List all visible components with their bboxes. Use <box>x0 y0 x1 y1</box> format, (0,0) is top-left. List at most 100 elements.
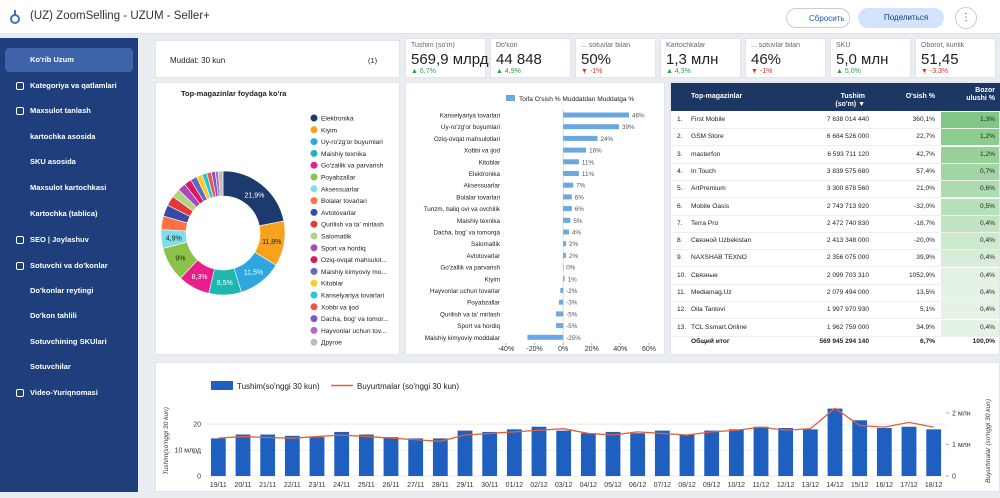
nav-item[interactable]: kartochka asosida <box>30 132 96 141</box>
store-name: ArtPremium <box>691 185 726 193</box>
nav-item[interactable]: SKU asosida <box>30 157 76 166</box>
kpi-card: Oborot, kunlik 51,45 ▼ -3,3% <box>915 38 996 78</box>
nav-item[interactable]: Video-Yuriqnomasi <box>30 388 98 397</box>
revenue: 2 079 494 000 <box>826 289 869 296</box>
bar <box>560 288 564 293</box>
growth: 34,9% <box>916 323 935 331</box>
x-tick-label: 17/12 <box>900 482 918 489</box>
store-name: Terra Pro <box>691 219 719 227</box>
legend-label: Avtotovarlar <box>321 210 357 217</box>
bar <box>556 311 564 317</box>
store-name: Mediamag.Uz <box>691 289 732 296</box>
x-tick-label: 16/12 <box>876 482 894 489</box>
share-cell <box>941 250 999 267</box>
column-header: O'sish % <box>905 93 935 100</box>
kpi-card: Kartochkalar 1,3 млн ▲ 4,3% <box>660 38 741 78</box>
value-label: -5% <box>566 323 578 330</box>
legend-swatch <box>310 185 318 193</box>
table-header-bg <box>671 83 1000 111</box>
bar <box>383 437 399 476</box>
bar <box>558 299 564 305</box>
bar <box>563 171 579 176</box>
legend-swatch <box>310 197 318 205</box>
nav-icon <box>16 107 24 115</box>
bar <box>563 217 571 223</box>
store-name: Связные <box>691 271 718 279</box>
bar <box>563 124 619 130</box>
legend-swatch <box>310 303 318 311</box>
x-tick-label: 07/12 <box>654 482 672 489</box>
share-button[interactable]: Поделиться <box>858 8 944 28</box>
nav-item[interactable]: Kartochka (tablica) <box>30 209 98 218</box>
market-share: 0,4% <box>979 323 995 331</box>
row-line <box>671 249 1000 251</box>
share-cell <box>941 112 999 128</box>
total-cell: 100,0% <box>972 337 995 345</box>
value-label: 11% <box>582 171 595 178</box>
bar <box>876 428 892 476</box>
report-title: (UZ) ZoomSelling - UZUM - Seller+ <box>30 10 210 22</box>
legend-swatch <box>310 173 318 181</box>
category-label: Maishiy kimyoviy moddalar <box>425 335 500 342</box>
x-tick-label: 12/12 <box>777 482 795 489</box>
nav-item[interactable]: Sotuvchilar <box>30 362 71 371</box>
growth: -20,0% <box>914 237 935 245</box>
row-index: 8. <box>677 237 683 245</box>
x-tick-label: 24/11 <box>333 482 350 489</box>
legend-swatch <box>310 161 318 169</box>
revenue: 2 356 075 000 <box>826 254 869 262</box>
row-line <box>671 214 1000 216</box>
nav-item[interactable]: SEO | Joylashuv <box>30 235 89 244</box>
share-cell <box>941 129 999 146</box>
bar <box>563 159 579 165</box>
x-tick-label: 05/12 <box>604 482 622 489</box>
nav-item[interactable]: Do'kon tahlili <box>30 311 77 320</box>
bar <box>260 434 276 476</box>
bar <box>210 438 226 476</box>
bar <box>753 426 769 476</box>
table-panel: Top-magazinlar Tushim (so'm) ▼ O'sish % Boz… <box>670 82 1000 355</box>
growth: -32,0% <box>914 202 935 210</box>
bar <box>556 430 572 476</box>
kpi-title: ... sotuvlar bilan <box>581 42 631 49</box>
market-share: 0,4% <box>979 219 995 227</box>
x-tick-label: 08/12 <box>678 482 696 489</box>
value-label: 5% <box>573 218 583 225</box>
market-share: 0,7% <box>979 167 995 175</box>
bar <box>235 434 251 476</box>
reset-label: Сбросить <box>809 14 845 23</box>
filter-label[interactable]: Muddat: 30 kun <box>170 56 226 65</box>
filter-count[interactable]: (1) <box>368 56 378 65</box>
y2-tick-label: 1 млн <box>952 442 971 449</box>
nav-item[interactable]: Maxsulot tanlash <box>30 106 91 115</box>
market-share: 0,4% <box>979 237 995 245</box>
nav-item[interactable]: Kategoriya va qatlamlari <box>30 81 117 90</box>
menu-button[interactable]: ⋮ <box>955 7 977 29</box>
bar <box>506 429 522 476</box>
bar-panel: Toifa O'sish % Muddatdan Muddatga % Kanse… <box>405 82 665 355</box>
x-tick-label: 15/12 <box>851 482 869 489</box>
bar <box>334 431 350 476</box>
table: Top-magazinlar Tushim (so'm) ▼ O'sish % Boz… <box>671 83 1000 356</box>
category-label: Poyabzallar <box>467 300 500 307</box>
category-label: Aksessuarlar <box>464 183 500 190</box>
value-label: 0% <box>566 265 576 272</box>
nav-item[interactable]: Maxsulot kartochkasi <box>30 183 107 192</box>
legend-label: Xobbi va ijod <box>321 304 359 311</box>
nav-item[interactable]: Do'konlar reytingi <box>30 286 94 295</box>
legend-label: Poyabzallar <box>321 175 356 182</box>
nav-item[interactable]: Sotuvchining SKUlari <box>30 337 107 346</box>
legend-label: Другое <box>321 340 342 347</box>
market-share: 1,3% <box>979 116 995 123</box>
row-line <box>671 162 1000 164</box>
nav-item[interactable]: Sotuvchi va do'konlar <box>30 261 108 270</box>
revenue: 2 472 740 830 <box>826 219 869 227</box>
bar <box>728 429 744 476</box>
bar <box>802 429 818 476</box>
legend-label: Maishiy kimyoviy mo... <box>321 269 387 276</box>
category-label: Turizm, baliq ovi va ovchilik <box>424 206 501 213</box>
reset-button[interactable]: Сбросить <box>786 8 850 28</box>
category-label: Elektronika <box>469 171 501 178</box>
bar <box>358 434 374 476</box>
kpi-title: Kartochkalar <box>666 42 706 49</box>
